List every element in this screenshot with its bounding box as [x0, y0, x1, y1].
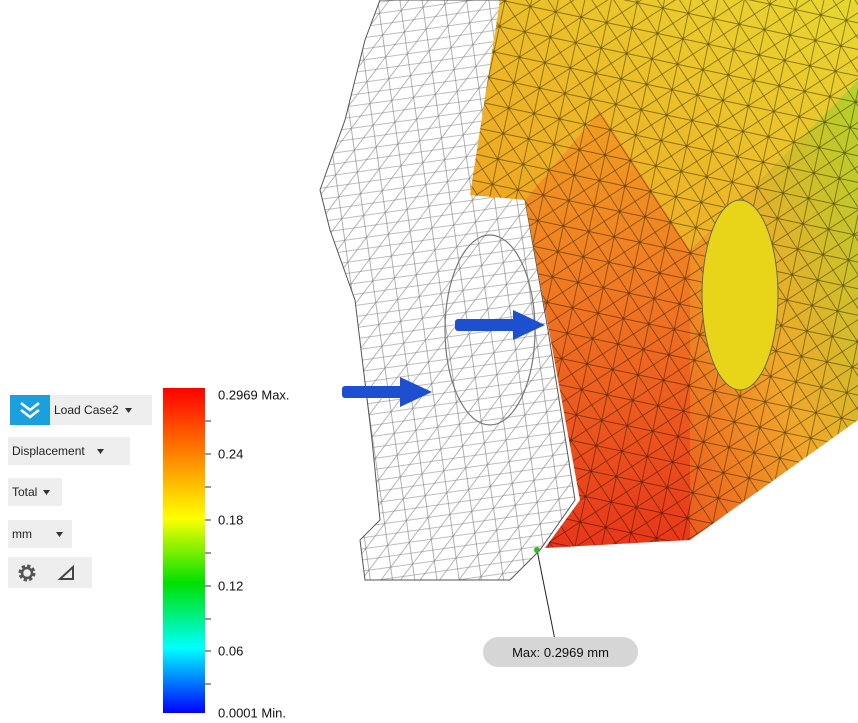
viewport: Load Case2 Displacement Total mm 0.2969 …	[0, 0, 858, 723]
settings-icon[interactable]	[16, 562, 38, 584]
legend-label: 0.0001 Min.	[218, 706, 286, 721]
component: Total	[12, 485, 37, 499]
result-dropdown[interactable]: Displacement	[8, 437, 130, 465]
legend-ticks	[205, 421, 211, 684]
legend-label: 0.18	[218, 513, 243, 528]
dropdown-arrow	[123, 406, 135, 414]
load-case-dropdown[interactable]: Load Case2	[50, 395, 152, 425]
result-type: Displacement	[12, 444, 85, 458]
dropdown-arrow	[95, 447, 107, 455]
component-dropdown[interactable]: Total	[8, 478, 62, 506]
units-dropdown[interactable]: mm	[8, 520, 72, 548]
load-case: Load Case2	[54, 403, 119, 417]
dropdown-arrow	[54, 530, 66, 538]
probe-leader	[537, 550, 555, 640]
legend-label: 0.24	[218, 447, 243, 462]
probe-label: Max: 0.2969 mm	[483, 637, 638, 667]
probe-point	[534, 547, 540, 553]
hole	[702, 200, 778, 390]
legend-label: 0.12	[218, 579, 243, 594]
legend-label: 0.06	[218, 644, 243, 659]
tools-row	[8, 557, 92, 588]
triangle-icon[interactable]	[56, 562, 78, 584]
dropdown-arrow	[41, 488, 53, 496]
units: mm	[12, 527, 32, 541]
model-view	[0, 0, 858, 723]
legend-label: 0.2969 Max.	[218, 388, 290, 403]
legend-bar	[163, 388, 205, 713]
